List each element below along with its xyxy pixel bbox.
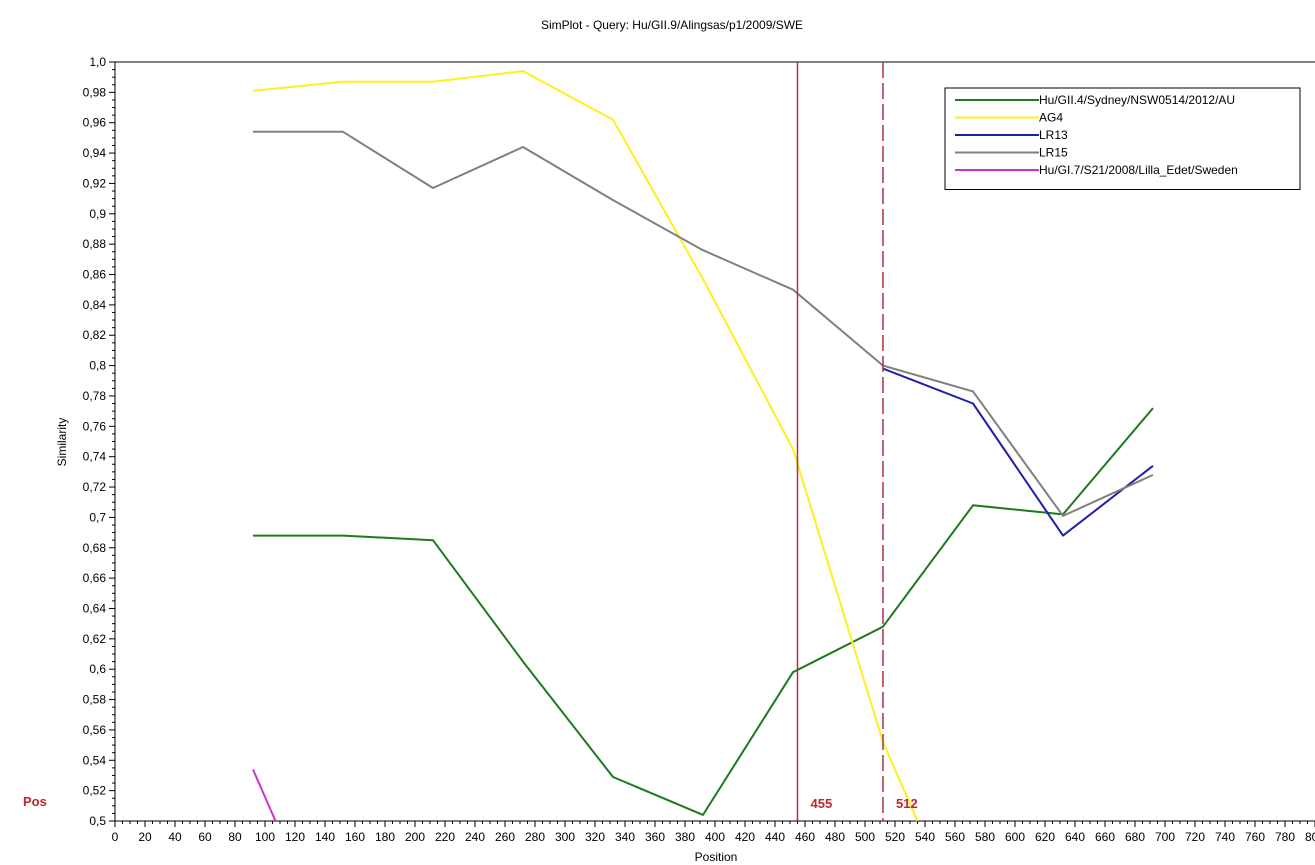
x-tick-label: 320 bbox=[585, 830, 605, 844]
y-tick-label: 0,6 bbox=[89, 662, 106, 676]
y-axis: 0,5 0,52 0,54 0,56 0,58 0,6 0,62 0,64 0,66 0,68 0,… bbox=[83, 55, 115, 828]
y-tick-label: 0,82 bbox=[83, 328, 107, 342]
x-tick-label: 720 bbox=[1185, 830, 1205, 844]
series-line-2 bbox=[882, 367, 1154, 537]
x-tick-label: 40 bbox=[168, 830, 182, 844]
x-tick-label: 500 bbox=[855, 830, 875, 844]
y-tick-label: 0,96 bbox=[83, 116, 107, 130]
x-tick-label: 340 bbox=[615, 830, 635, 844]
x-tick-label: 200 bbox=[405, 830, 425, 844]
x-tick-label: 740 bbox=[1215, 830, 1235, 844]
x-tick-label: 140 bbox=[315, 830, 335, 844]
y-tick-label: 0,56 bbox=[83, 723, 107, 737]
x-tick-label: 660 bbox=[1095, 830, 1115, 844]
x-tick-label: 380 bbox=[675, 830, 695, 844]
series-line-3 bbox=[253, 130, 1154, 517]
x-tick-label: 480 bbox=[825, 830, 845, 844]
series-line-1 bbox=[252, 70, 919, 822]
y-tick-label: 0,9 bbox=[89, 207, 106, 221]
y-tick-label: 0,8 bbox=[89, 359, 106, 373]
series-layer bbox=[252, 70, 1154, 822]
pos-label: Pos bbox=[23, 794, 47, 809]
y-tick-label: 0,54 bbox=[83, 753, 107, 767]
y-tick-label: 1,0 bbox=[89, 55, 106, 69]
y-tick-label: 0,78 bbox=[83, 389, 107, 403]
x-tick-label: 520 bbox=[885, 830, 905, 844]
x-tick-label: 180 bbox=[375, 830, 395, 844]
y-tick-label: 0,64 bbox=[83, 601, 107, 615]
chart-title: SimPlot - Query: Hu/GII.9/Alingsas/p1/20… bbox=[541, 18, 803, 32]
x-tick-label: 20 bbox=[138, 830, 152, 844]
series-line-0 bbox=[253, 407, 1154, 816]
x-tick-label: 700 bbox=[1155, 830, 1175, 844]
x-tick-label: 240 bbox=[465, 830, 485, 844]
y-tick-label: 0,88 bbox=[83, 237, 107, 251]
x-tick-label: 100 bbox=[255, 830, 275, 844]
y-tick-label: 0,98 bbox=[83, 85, 107, 99]
x-tick-label: 640 bbox=[1065, 830, 1085, 844]
x-tick-label: 260 bbox=[495, 830, 515, 844]
x-tick-label: 620 bbox=[1035, 830, 1055, 844]
x-tick-label: 760 bbox=[1245, 830, 1265, 844]
x-tick-label: 440 bbox=[765, 830, 785, 844]
x-tick-label: 60 bbox=[198, 830, 212, 844]
y-tick-label: 0,72 bbox=[83, 480, 107, 494]
y-tick-label: 0,84 bbox=[83, 298, 107, 312]
marker-label-455: 455 bbox=[811, 796, 833, 811]
y-tick-label: 0,52 bbox=[83, 784, 107, 798]
x-tick-label: 680 bbox=[1125, 830, 1145, 844]
legend-box bbox=[944, 87, 1301, 190]
x-tick-label: 460 bbox=[795, 830, 815, 844]
vertical-markers: 455 512 bbox=[796, 62, 918, 821]
series-line-4 bbox=[252, 769, 277, 822]
legend-label-4: Hu/GI.7/S21/2008/Lilla_Edet/Sweden bbox=[1039, 163, 1238, 177]
x-tick-label: 420 bbox=[735, 830, 755, 844]
legend-label-1: AG4 bbox=[1039, 111, 1063, 125]
x-tick-label: 120 bbox=[285, 830, 305, 844]
y-tick-label: 0,68 bbox=[83, 541, 107, 555]
marker-label-512: 512 bbox=[896, 796, 918, 811]
x-tick-label: 80 bbox=[228, 830, 242, 844]
y-tick-label: 0,66 bbox=[83, 571, 107, 585]
y-tick-label: 0,86 bbox=[83, 268, 107, 282]
x-tick-label: 580 bbox=[975, 830, 995, 844]
x-tick-label: 360 bbox=[645, 830, 665, 844]
y-tick-label: 0,58 bbox=[83, 693, 107, 707]
legend-label-0: Hu/GII.4/Sydney/NSW0514/2012/AU bbox=[1039, 93, 1235, 107]
x-tick-label: 800 bbox=[1305, 830, 1315, 844]
y-tick-label: 0,76 bbox=[83, 419, 107, 433]
x-tick-label: 560 bbox=[945, 830, 965, 844]
y-tick-label: 0,7 bbox=[89, 510, 106, 524]
x-tick-label: 600 bbox=[1005, 830, 1025, 844]
y-axis-title: Similarity bbox=[55, 418, 69, 467]
legend: Hu/GII.4/Sydney/NSW0514/2012/AU AG4 LR13 LR… bbox=[944, 87, 1301, 190]
legend-label-3: LR15 bbox=[1039, 146, 1068, 160]
x-axis-title: Position bbox=[695, 850, 738, 864]
y-tick-label: 0,94 bbox=[83, 146, 107, 160]
x-tick-label: 0 bbox=[112, 830, 119, 844]
x-tick-label: 400 bbox=[705, 830, 725, 844]
x-tick-label: 540 bbox=[915, 830, 935, 844]
x-tick-label: 220 bbox=[435, 830, 455, 844]
x-tick-label: 280 bbox=[525, 830, 545, 844]
y-tick-label: 0,92 bbox=[83, 176, 107, 190]
y-tick-label: 0,5 bbox=[89, 814, 106, 828]
y-tick-label: 0,74 bbox=[83, 450, 107, 464]
x-tick-label: 780 bbox=[1275, 830, 1295, 844]
x-tick-label: 160 bbox=[345, 830, 365, 844]
y-tick-label: 0,62 bbox=[83, 632, 107, 646]
x-axis: 0 20 40 60 80 100 120 140 160 180 200 220 240 260 280 3… bbox=[112, 821, 1315, 844]
x-tick-label: 300 bbox=[555, 830, 575, 844]
legend-label-2: LR13 bbox=[1039, 128, 1068, 142]
